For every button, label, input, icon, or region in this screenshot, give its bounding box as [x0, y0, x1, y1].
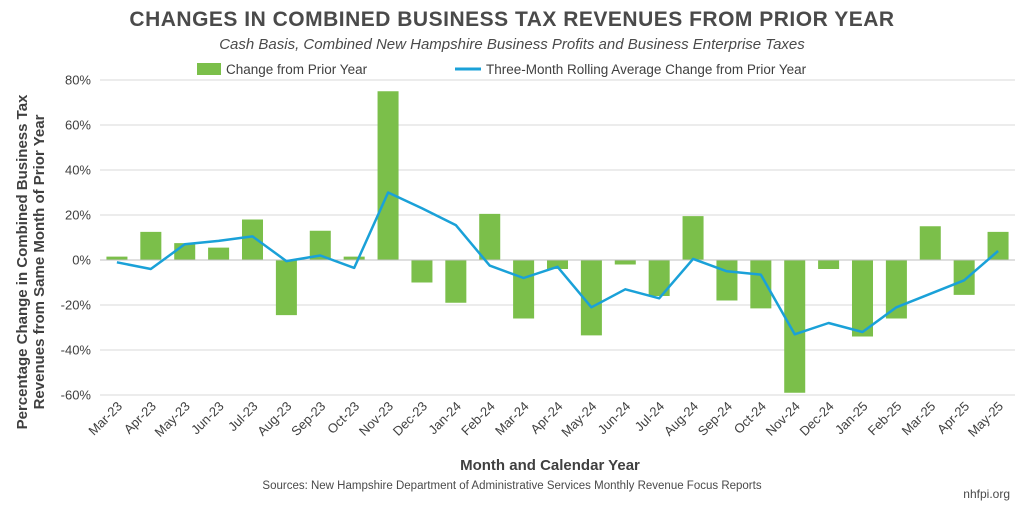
bar: [818, 260, 840, 269]
bar: [682, 216, 704, 260]
legend-label-bar: Change from Prior Year: [226, 62, 368, 77]
bar: [716, 260, 738, 301]
x-tick-label: Sep-24: [695, 399, 735, 439]
y-tick-label: 40%: [65, 163, 91, 178]
bar: [140, 231, 162, 260]
x-tick-label: May-24: [558, 399, 599, 440]
x-tick-label: Dec-23: [390, 399, 430, 439]
legend-label-line: Three-Month Rolling Average Change from …: [486, 62, 807, 77]
bar: [309, 230, 331, 260]
bar: [445, 260, 467, 303]
bar: [784, 260, 806, 393]
x-tick-label: Feb-25: [865, 399, 905, 439]
bars: [106, 91, 1009, 393]
bar: [208, 247, 230, 260]
bar: [106, 256, 128, 260]
bar: [411, 260, 433, 283]
y-tick-label: 20%: [65, 208, 91, 223]
line-series-path: [116, 191, 999, 336]
x-tick-label: Mar-25: [899, 399, 939, 439]
y-tick-label: 60%: [65, 118, 91, 133]
bar: [614, 260, 636, 265]
bar: [479, 213, 501, 260]
x-tick-label: Feb-24: [458, 399, 498, 439]
y-axis-label-line-2: Revenues from Same Month of Prior Year: [31, 114, 48, 409]
y-axis-label-line-1: Percentage Change in Combined Business T…: [14, 94, 31, 429]
x-tick-label: Mar-24: [492, 399, 532, 439]
chart-title: CHANGES IN COMBINED BUSINESS TAX REVENUE…: [129, 8, 895, 31]
y-tick-label: -20%: [61, 298, 92, 313]
source-note: Sources: New Hampshire Department of Adm…: [262, 480, 762, 492]
bar: [241, 219, 264, 260]
bar: [343, 256, 365, 260]
bar: [275, 260, 297, 316]
y-axis-label: Percentage Change in Combined Business T…: [14, 94, 48, 429]
x-tick-label: Aug-24: [661, 399, 701, 439]
x-tick-label: Jun-24: [595, 399, 634, 438]
legend: Change from Prior Year Three-Month Rollin…: [197, 62, 807, 77]
x-tick-label: Jun-23: [188, 399, 227, 438]
y-tick-label: 80%: [65, 73, 91, 88]
x-tick-label: May-23: [152, 399, 193, 440]
x-tick-label: Oct-24: [731, 399, 769, 437]
bar: [851, 260, 874, 337]
chart-subtitle: Cash Basis, Combined New Hampshire Busin…: [219, 36, 805, 53]
bar: [580, 260, 602, 336]
bar: [953, 260, 975, 295]
x-tick-label: Nov-24: [763, 399, 803, 439]
x-tick-label: Nov-23: [356, 399, 396, 439]
bar: [546, 260, 569, 269]
bar: [648, 260, 670, 296]
bar: [513, 260, 535, 319]
bar: [750, 260, 772, 309]
x-tick-label: Mar-23: [85, 399, 125, 439]
x-axis-label: Month and Calendar Year: [460, 457, 640, 474]
y-axis-ticks: -60% -40% -20% 0% 20% 40% 60% 80%: [61, 73, 92, 403]
bar: [987, 231, 1009, 260]
y-tick-label: -60%: [61, 388, 92, 403]
x-tick-label: Jan-24: [425, 399, 464, 438]
bar: [919, 226, 941, 260]
x-tick-label: Aug-23: [254, 399, 294, 439]
x-tick-label: May-25: [965, 399, 1006, 440]
rolling-average-line: [116, 191, 999, 336]
legend-swatch-bar: [197, 63, 221, 75]
x-tick-label: Sep-23: [288, 399, 328, 439]
bar: [377, 91, 399, 260]
x-tick-label: Jan-25: [832, 399, 871, 438]
x-axis-ticks: Mar-23Apr-23May-23Jun-23Jul-23Aug-23Sep-…: [85, 399, 1006, 440]
bar: [885, 260, 907, 319]
y-tick-label: 0%: [72, 253, 91, 268]
x-tick-label: Oct-23: [324, 399, 362, 437]
credit: nhfpi.org: [963, 487, 1010, 501]
x-tick-label: Dec-24: [796, 399, 836, 439]
y-tick-label: -40%: [61, 343, 92, 358]
